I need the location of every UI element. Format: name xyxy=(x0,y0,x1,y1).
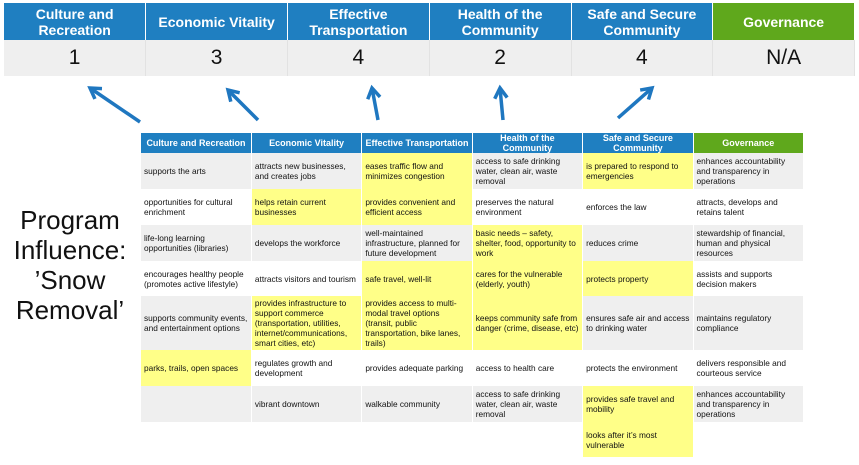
table-row: opportunities for cultural enrichment hel… xyxy=(141,189,805,225)
table-cell: eases traffic flow and minimizes congest… xyxy=(361,153,473,189)
table-cell xyxy=(693,422,805,457)
table-cell: develops the workforce xyxy=(251,225,363,261)
table-cell: protects property xyxy=(582,261,694,296)
table-cell: walkable community xyxy=(361,386,473,422)
summary-score-2: 4 xyxy=(287,40,430,76)
summary-score-1: 3 xyxy=(145,40,288,76)
table-cell: protects the environment xyxy=(582,350,694,386)
table-cell: provides adequate parking xyxy=(361,350,473,386)
table-cell: cares for the vulnerable (elderly, youth… xyxy=(472,261,584,296)
table-cell xyxy=(141,422,252,457)
outcomes-header-0: Culture and Recreation xyxy=(141,133,252,153)
table-cell: looks after it’s most vulnerable xyxy=(582,422,694,457)
table-cell: access to safe drinking water, clean air… xyxy=(472,386,584,422)
table-cell: access to safe drinking water, clean air… xyxy=(472,153,584,189)
table-cell: delivers responsible and courteous servi… xyxy=(693,350,805,386)
table-row: encourages healthy people (promotes acti… xyxy=(141,261,805,296)
table-cell: supports community events, and entertain… xyxy=(141,296,252,350)
table-cell: encourages healthy people (promotes acti… xyxy=(141,261,252,296)
table-cell: stewardship of financial, human and phys… xyxy=(693,225,805,261)
table-cell: vibrant downtown xyxy=(251,386,363,422)
table-cell xyxy=(472,422,584,457)
table-cell: is prepared to respond to emergencies xyxy=(582,153,694,189)
table-cell: provides access to multi-modal travel op… xyxy=(361,296,473,350)
table-cell: attracts, develops and retains talent xyxy=(693,189,805,225)
table-cell xyxy=(251,422,363,457)
summary-table: Culture and Recreation Economic Vitality E… xyxy=(4,3,855,76)
summary-header-4: Safe and Secure Community xyxy=(571,3,714,40)
arrow-icon xyxy=(87,86,141,124)
summary-header-5: Governance xyxy=(712,3,855,40)
table-cell: helps retain current businesses xyxy=(251,189,363,225)
table-cell: attracts visitors and tourism xyxy=(251,261,363,296)
outcomes-header-5: Governance xyxy=(693,133,805,153)
table-cell: life-long learning opportunities (librar… xyxy=(141,225,252,261)
table-row: vibrant downtown walkable community access… xyxy=(141,386,805,422)
program-influence-label: Program Influence: ’Snow Removal’ xyxy=(13,205,127,325)
table-cell: ensures safe air and access to drinking … xyxy=(582,296,694,350)
table-cell: provides safe travel and mobility xyxy=(582,386,694,422)
table-row: supports community events, and entertain… xyxy=(141,296,805,350)
table-cell: supports the arts xyxy=(141,153,252,189)
arrow-icon xyxy=(366,84,382,121)
table-cell: enhances accountability and transparency… xyxy=(693,153,805,189)
summary-score-4: 4 xyxy=(571,40,714,76)
summary-score-row: 1 3 4 2 4 N/A xyxy=(4,40,855,76)
table-cell: regulates growth and development xyxy=(251,350,363,386)
outcomes-header-row: Culture and Recreation Economic Vitality E… xyxy=(141,133,805,153)
outcomes-header-3: Health of the Community xyxy=(472,133,584,153)
outcomes-header-2: Effective Transportation xyxy=(361,133,473,153)
outcomes-header-1: Economic Vitality xyxy=(251,133,363,153)
table-cell: basic needs – safety, shelter, food, opp… xyxy=(472,225,584,261)
summary-score-3: 2 xyxy=(429,40,572,76)
summary-header-1: Economic Vitality xyxy=(145,3,288,40)
summary-score-0: 1 xyxy=(4,40,147,76)
table-row: life-long learning opportunities (librar… xyxy=(141,225,805,261)
summary-header-0: Culture and Recreation xyxy=(4,3,147,40)
summary-header-row: Culture and Recreation Economic Vitality E… xyxy=(4,3,855,40)
table-cell: keeps community safe from danger (crime,… xyxy=(472,296,584,350)
table-cell: maintains regulatory compliance xyxy=(693,296,805,350)
arrow-icon xyxy=(225,87,260,122)
table-cell: attracts new businesses, and creates job… xyxy=(251,153,363,189)
outcomes-table: Culture and Recreation Economic Vitality E… xyxy=(141,133,805,457)
table-cell: safe travel, well-lit xyxy=(361,261,473,296)
table-cell: parks, trails, open spaces xyxy=(141,350,252,386)
table-cell: access to health care xyxy=(472,350,584,386)
table-cell xyxy=(141,386,252,422)
table-row: parks, trails, open spaces regulates grow… xyxy=(141,350,805,386)
outcomes-header-4: Safe and Secure Community xyxy=(582,133,694,153)
table-cell: reduces crime xyxy=(582,225,694,261)
arrow-icon xyxy=(616,85,655,120)
summary-header-2: Effective Transportation xyxy=(287,3,430,40)
summary-header-3: Health of the Community xyxy=(429,3,572,40)
table-row: supports the arts attracts new businesses… xyxy=(141,153,805,189)
arrow-icon xyxy=(493,84,509,121)
table-cell: provides convenient and efficient access xyxy=(361,189,473,225)
table-cell: well-maintained infrastructure, planned … xyxy=(361,225,473,261)
summary-score-5: N/A xyxy=(712,40,855,76)
table-cell: opportunities for cultural enrichment xyxy=(141,189,252,225)
table-cell: enhances accountability and transparency… xyxy=(693,386,805,422)
table-cell: provides infrastructure to support comme… xyxy=(251,296,363,350)
table-cell: enforces the law xyxy=(582,189,694,225)
table-cell: assists and supports decision makers xyxy=(693,261,805,296)
table-cell: preserves the natural environment xyxy=(472,189,584,225)
table-row: looks after it’s most vulnerable xyxy=(141,422,805,457)
table-cell xyxy=(361,422,473,457)
